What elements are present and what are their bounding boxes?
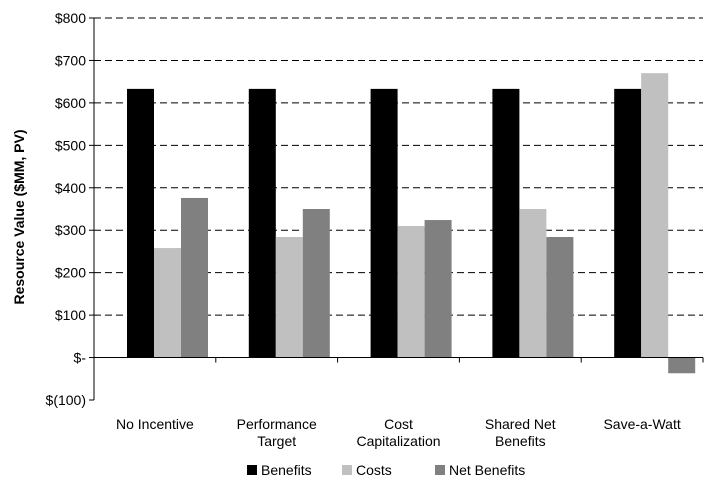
bar-costs <box>641 73 669 358</box>
x-category-label: Shared Net Benefits <box>485 416 556 449</box>
x-category-label-line: Cost <box>384 416 413 432</box>
bar-costs <box>519 209 547 358</box>
y-tick-label: $(100) <box>46 392 86 408</box>
y-tick-label: $700 <box>55 52 86 68</box>
y-tick-labels: $800 $700 $600 $500 $400 $300 $200 $100 $- $(100) <box>46 10 87 408</box>
y-tick-label: $800 <box>55 10 86 26</box>
bar-benefits <box>248 88 276 358</box>
x-category-label-line: Capitalization <box>356 433 440 449</box>
legend-label: Costs <box>356 462 392 478</box>
x-category-label: Cost Capitalization <box>356 416 440 449</box>
bar-net-benefits <box>546 237 574 358</box>
bar-benefits <box>614 88 642 358</box>
x-category-label: Performance Target <box>237 416 317 449</box>
axes <box>89 17 704 401</box>
y-tick-label: $500 <box>55 137 86 153</box>
bars <box>127 73 696 374</box>
bar-net-benefits <box>424 220 452 358</box>
legend-label: Net Benefits <box>449 462 525 478</box>
x-category-label-line: Performance <box>237 416 317 432</box>
legend-swatch <box>247 465 257 475</box>
y-tick-label: $600 <box>55 95 86 111</box>
x-category-labels: No Incentive Performance Target Cost Capital… <box>116 416 681 449</box>
legend: Benefits Costs Net Benefits <box>247 462 525 478</box>
x-category-label-line: No Incentive <box>116 416 194 432</box>
bar-net-benefits <box>181 197 208 358</box>
y-tick-label: $200 <box>55 265 86 281</box>
x-category-label: No Incentive <box>116 416 194 432</box>
y-tick-label: $100 <box>55 307 86 323</box>
y-axis-title: Resource Value ($MM, PV) <box>11 129 27 304</box>
legend-swatch <box>435 465 445 475</box>
y-tick-label: $- <box>74 350 87 366</box>
x-category-label-line: Benefits <box>495 433 546 449</box>
bar-net-benefits <box>668 357 696 374</box>
bar-costs <box>154 248 181 358</box>
x-category-label: Save-a-Watt <box>603 416 680 432</box>
bar-costs <box>397 225 425 358</box>
x-category-label-line: Target <box>257 433 296 449</box>
legend-swatch <box>342 465 352 475</box>
x-category-label-line: Save-a-Watt <box>603 416 680 432</box>
legend-label: Benefits <box>261 462 312 478</box>
bar-costs <box>275 237 303 358</box>
y-tick-label: $400 <box>55 180 86 196</box>
bar-benefits <box>492 88 520 358</box>
bar-benefits <box>127 88 154 358</box>
bar-net-benefits <box>302 209 330 358</box>
x-category-label-line: Shared Net <box>485 416 556 432</box>
y-tick-label: $300 <box>55 222 86 238</box>
bar-benefits <box>370 88 398 358</box>
